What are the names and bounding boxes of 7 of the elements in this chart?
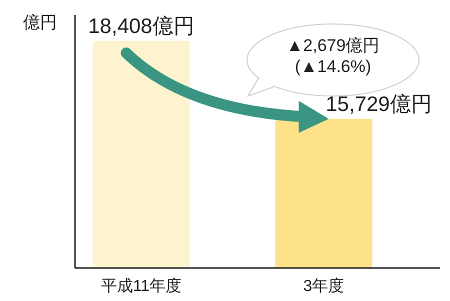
- annotation: (▲14.6%): [294, 57, 372, 76]
- y-axis-title: 億円: [23, 13, 57, 32]
- annotation: ▲2,679億円: [286, 36, 380, 55]
- data-label: 18,408億円: [88, 14, 194, 38]
- x-tick-label: 平成11年度: [100, 277, 182, 295]
- data-label: 15,729億円: [326, 92, 432, 116]
- x-tick-label: 3年度: [303, 277, 344, 295]
